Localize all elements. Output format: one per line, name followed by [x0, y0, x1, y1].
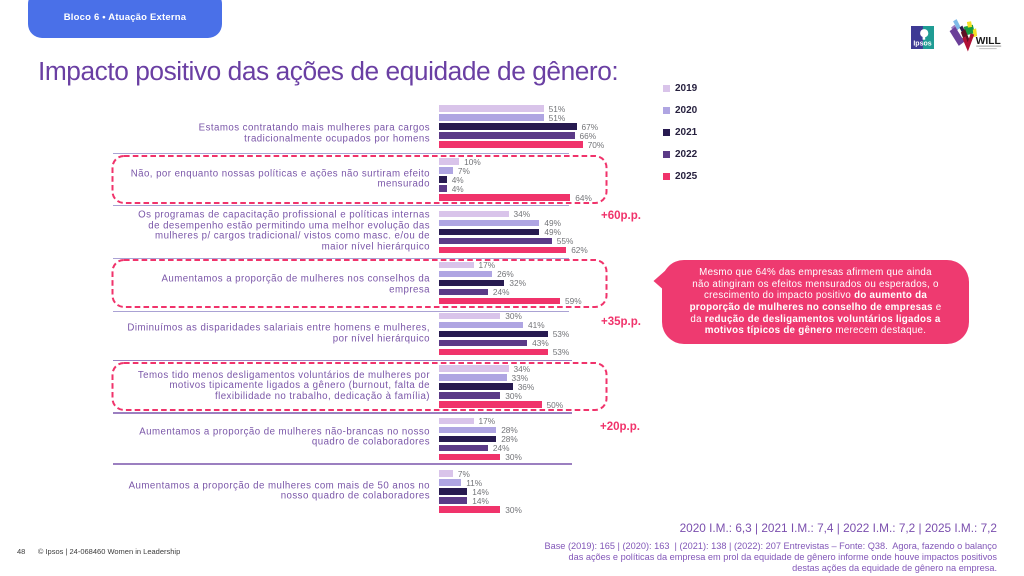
svg-text:WILL: WILL — [976, 36, 1001, 47]
svg-text:Ipsos: Ipsos — [913, 41, 931, 48]
